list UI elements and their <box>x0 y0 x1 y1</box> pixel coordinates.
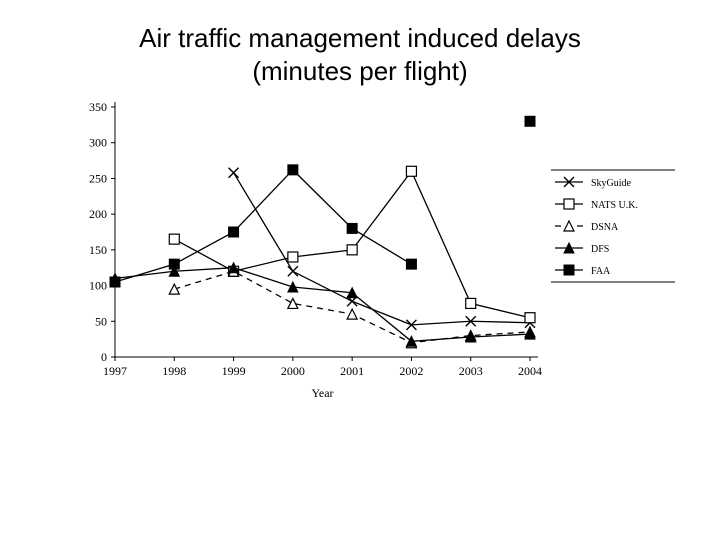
legend-label: DFS <box>591 244 609 255</box>
chart-container: 0 50 100 150 200 250 300 350 1997 1998 1999 2000 200… <box>0 87 720 417</box>
marker-square-open <box>564 199 574 209</box>
page-title: Air traffic management induced delays (m… <box>0 0 720 87</box>
title-line-2: (minutes per flight) <box>252 56 467 86</box>
y-tick-label: 350 <box>89 100 107 114</box>
series-line <box>115 170 411 282</box>
series-line <box>234 173 530 325</box>
y-tick-label: 150 <box>89 243 107 257</box>
legend-label: SkyGuide <box>591 178 632 189</box>
line-chart: 0 50 100 150 200 250 300 350 1997 1998 1999 2000 200… <box>0 87 720 417</box>
legend-label: DSNA <box>591 222 619 233</box>
marker-square-open <box>525 313 535 323</box>
x-tick-label: 2004 <box>518 364 542 378</box>
marker-square-open <box>169 234 179 244</box>
x-tick-label: 2002 <box>399 364 423 378</box>
x-tick-label: 1997 <box>103 364 127 378</box>
marker-square-filled <box>525 116 535 126</box>
marker-square-filled <box>406 259 416 269</box>
x-tick-label: 1998 <box>162 364 186 378</box>
y-tick-label: 50 <box>95 314 107 328</box>
marker-square-open <box>347 245 357 255</box>
marker-square-open <box>288 252 298 262</box>
title-line-1: Air traffic management induced delays <box>139 23 581 53</box>
x-tick-label: 2000 <box>281 364 305 378</box>
marker-square-filled <box>564 265 574 275</box>
legend-label: NATS U.K. <box>591 200 638 211</box>
y-tick-label: 250 <box>89 171 107 185</box>
legend-label: FAA <box>591 266 611 277</box>
marker-square-filled <box>110 277 120 287</box>
marker-square-filled <box>169 259 179 269</box>
marker-square-filled <box>229 227 239 237</box>
marker-square-open <box>466 298 476 308</box>
y-tick-label: 300 <box>89 136 107 150</box>
series-line <box>174 271 530 342</box>
marker-square-open <box>406 166 416 176</box>
x-axis-label: Year <box>311 386 333 400</box>
marker-triangle-open <box>564 221 574 231</box>
marker-triangle-open <box>169 284 179 294</box>
x-tick-label: 1999 <box>222 364 246 378</box>
y-tick-label: 200 <box>89 207 107 221</box>
x-tick-label: 2003 <box>459 364 483 378</box>
y-tick-label: 0 <box>101 350 107 364</box>
y-tick-label: 100 <box>89 279 107 293</box>
x-tick-label: 2001 <box>340 364 364 378</box>
marker-square-filled <box>347 223 357 233</box>
marker-triangle-open <box>347 309 357 319</box>
marker-square-filled <box>288 165 298 175</box>
